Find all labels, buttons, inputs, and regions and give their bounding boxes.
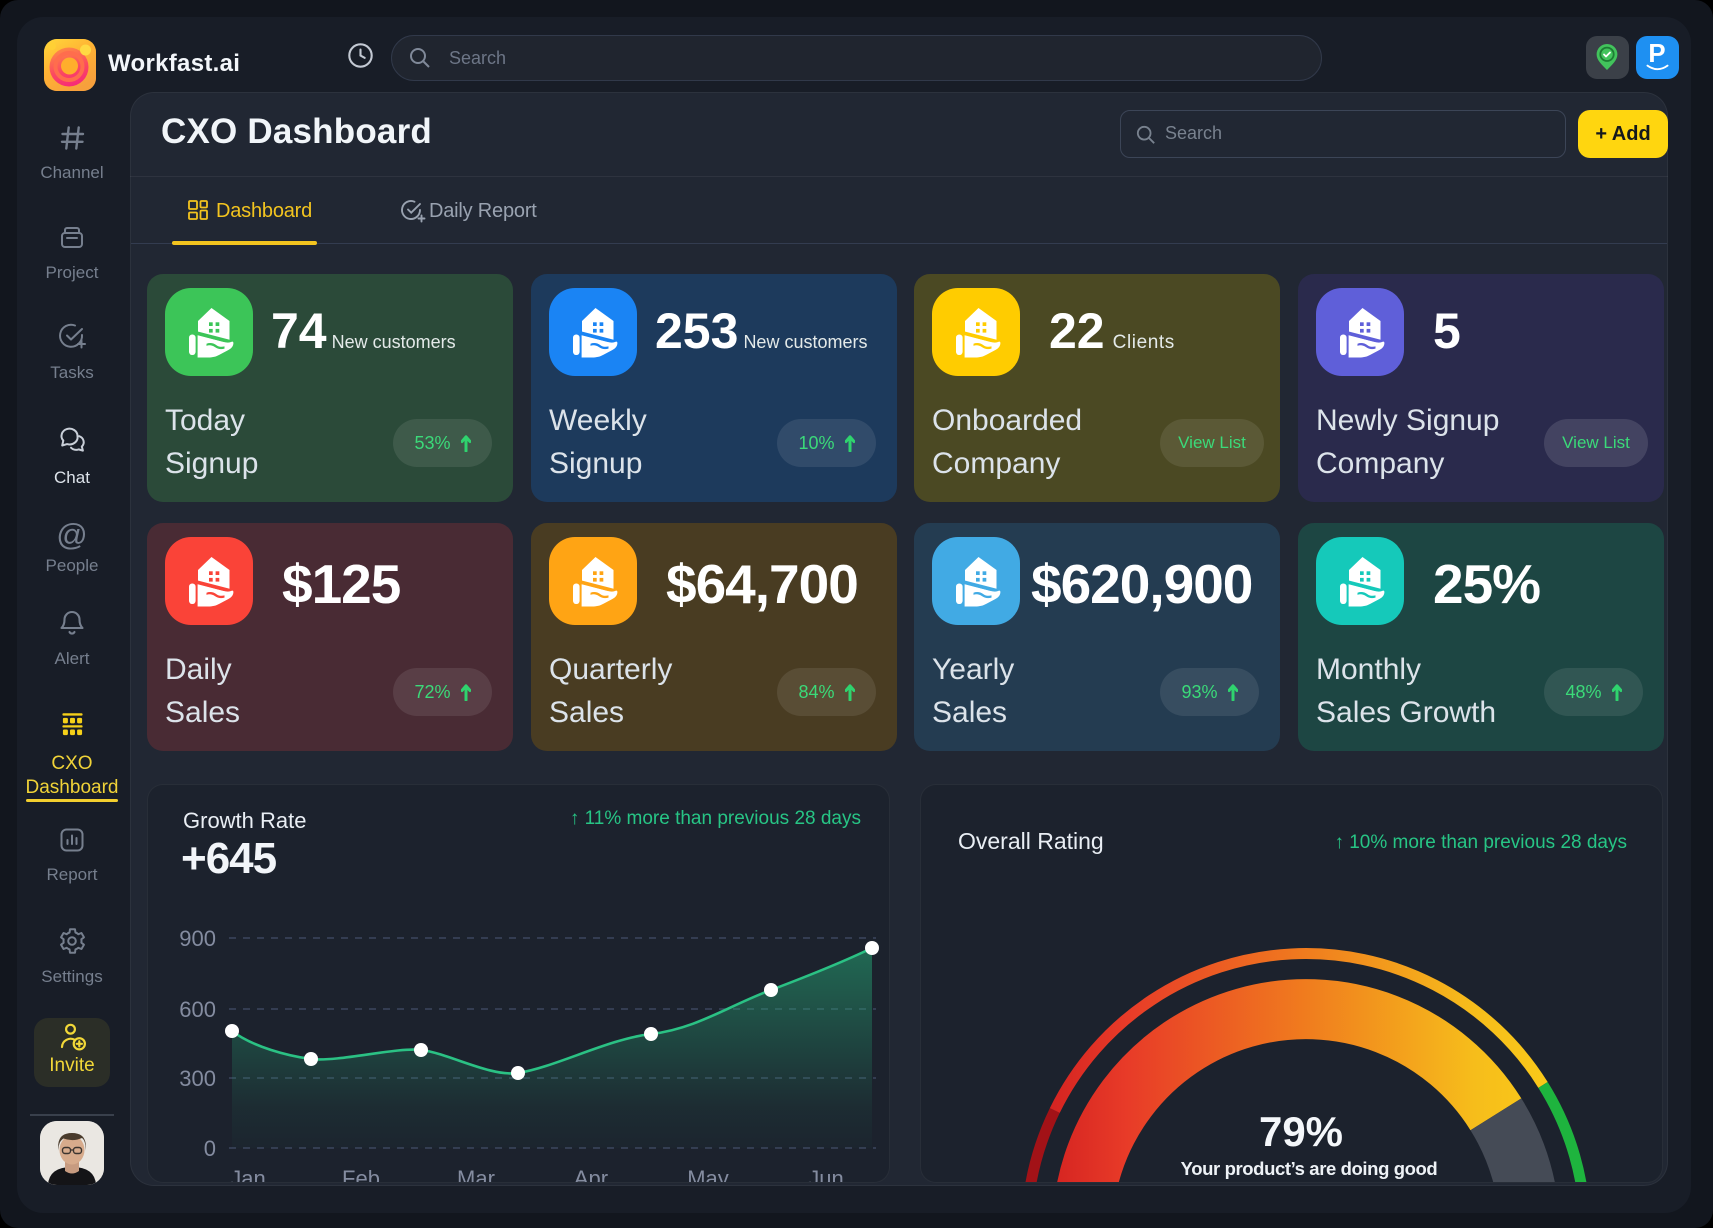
svg-text:Jun: Jun — [808, 1166, 843, 1183]
svg-text:Mar: Mar — [457, 1166, 495, 1183]
svg-text:May: May — [687, 1166, 729, 1183]
svg-text:Feb: Feb — [342, 1166, 380, 1183]
svg-text:Apr: Apr — [574, 1166, 608, 1183]
svg-text:900: 900 — [179, 926, 216, 951]
svg-text:0: 0 — [204, 1136, 216, 1161]
svg-text:300: 300 — [179, 1066, 216, 1091]
svg-text:600: 600 — [179, 997, 216, 1022]
svg-text:79%: 79% — [1259, 1108, 1343, 1155]
svg-text:Your product’s are doing good: Your product’s are doing good — [1181, 1158, 1438, 1179]
svg-text:Jan: Jan — [230, 1166, 265, 1183]
svg-text:P: P — [1648, 40, 1665, 68]
